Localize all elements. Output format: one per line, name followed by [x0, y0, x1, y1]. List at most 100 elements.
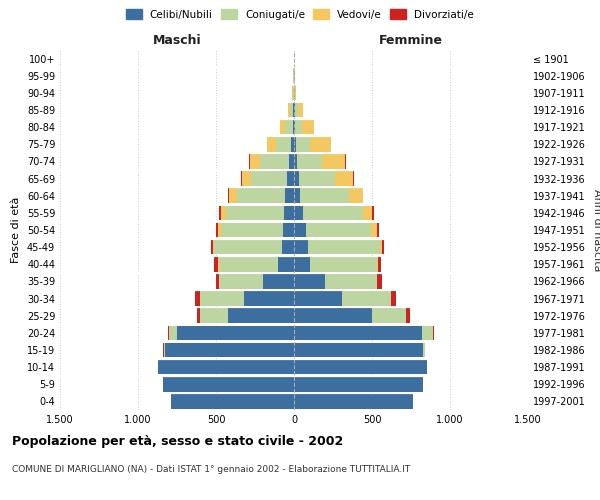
Bar — [285, 120, 293, 134]
Bar — [171, 394, 294, 408]
Bar — [304, 206, 362, 220]
Bar — [300, 188, 349, 203]
Bar — [164, 342, 294, 357]
Bar — [308, 240, 380, 254]
Bar — [211, 240, 213, 254]
Text: COMUNE DI MARIGLIANO (NA) - Dati ISTAT 1° gennaio 2002 - Elaborazione TUTTITALIA: COMUNE DI MARIGLIANO (NA) - Dati ISTAT 1… — [12, 465, 410, 474]
Bar — [218, 257, 219, 272]
Bar — [293, 120, 294, 134]
Bar — [406, 308, 410, 323]
Bar — [377, 257, 378, 272]
Bar — [197, 308, 200, 323]
Bar — [294, 257, 310, 272]
Bar — [244, 292, 294, 306]
Bar — [294, 308, 372, 323]
Bar — [287, 172, 294, 186]
Text: Maschi: Maschi — [152, 34, 202, 46]
Bar — [372, 206, 374, 220]
Bar — [377, 222, 379, 238]
Bar — [237, 188, 286, 203]
Bar — [377, 274, 382, 288]
Bar — [322, 154, 346, 168]
Bar — [219, 274, 263, 288]
Bar — [163, 377, 294, 392]
Bar — [294, 137, 296, 152]
Bar — [325, 274, 377, 288]
Bar — [424, 342, 425, 357]
Bar — [391, 292, 396, 306]
Bar — [294, 292, 343, 306]
Bar — [294, 120, 295, 134]
Bar — [158, 360, 294, 374]
Bar — [362, 188, 364, 203]
Bar — [433, 326, 434, 340]
Bar — [295, 102, 298, 118]
Bar — [286, 188, 294, 203]
Bar — [221, 206, 226, 220]
Bar — [302, 120, 314, 134]
Bar — [343, 292, 391, 306]
Bar — [294, 240, 308, 254]
Bar — [242, 172, 251, 186]
Bar — [214, 240, 281, 254]
Bar — [382, 240, 385, 254]
Bar — [371, 222, 377, 238]
Bar — [177, 326, 294, 340]
Bar — [310, 257, 377, 272]
Bar — [294, 102, 295, 118]
Bar — [335, 172, 353, 186]
Bar — [226, 206, 284, 220]
Bar — [267, 137, 275, 152]
Bar — [294, 394, 413, 408]
Bar — [281, 240, 294, 254]
Bar — [288, 102, 290, 118]
Bar — [294, 274, 325, 288]
Bar — [220, 206, 221, 220]
Bar — [306, 222, 371, 238]
Bar — [372, 308, 406, 323]
Bar — [275, 137, 291, 152]
Y-axis label: Fasce di età: Fasce di età — [11, 197, 21, 263]
Bar — [349, 188, 362, 203]
Text: Femmine: Femmine — [379, 34, 443, 46]
Bar — [284, 206, 294, 220]
Bar — [294, 342, 424, 357]
Text: Popolazione per età, sesso e stato civile - 2002: Popolazione per età, sesso e stato civil… — [12, 435, 343, 448]
Bar — [200, 308, 229, 323]
Bar — [283, 222, 294, 238]
Bar — [298, 102, 303, 118]
Bar — [294, 222, 306, 238]
Bar — [295, 120, 302, 134]
Bar — [291, 137, 294, 152]
Bar — [294, 360, 427, 374]
Bar — [299, 172, 335, 186]
Bar — [251, 172, 287, 186]
Bar — [214, 257, 218, 272]
Bar — [280, 120, 285, 134]
Bar — [296, 137, 310, 152]
Bar — [216, 222, 218, 238]
Bar — [200, 292, 244, 306]
Y-axis label: Anni di nascita: Anni di nascita — [592, 188, 600, 271]
Bar — [310, 137, 331, 152]
Bar — [380, 240, 382, 254]
Bar — [294, 154, 297, 168]
Bar — [294, 172, 299, 186]
Bar — [294, 206, 304, 220]
Bar — [196, 292, 200, 306]
Bar — [362, 206, 372, 220]
Bar — [213, 240, 214, 254]
Bar — [378, 257, 381, 272]
Bar — [293, 102, 294, 118]
Bar — [215, 274, 218, 288]
Bar — [250, 154, 260, 168]
Legend: Celibi/Nubili, Coniugati/e, Vedovi/e, Divorziati/e: Celibi/Nubili, Coniugati/e, Vedovi/e, Di… — [122, 5, 478, 24]
Bar — [221, 222, 283, 238]
Bar — [297, 154, 322, 168]
Bar — [278, 257, 294, 272]
Bar — [294, 188, 300, 203]
Bar — [169, 326, 177, 340]
Bar — [422, 326, 433, 340]
Bar — [260, 154, 289, 168]
Bar — [218, 222, 221, 238]
